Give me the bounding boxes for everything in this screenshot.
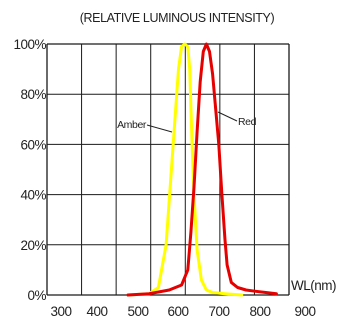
red-leader-line	[217, 111, 238, 122]
y-tick-label: 80%	[20, 87, 46, 102]
y-tick-label: 20%	[20, 238, 46, 253]
x-tick-label: 300	[50, 304, 71, 319]
x-tick-label: 900	[294, 304, 315, 319]
y-tick-label: 40%	[20, 188, 46, 203]
red-label: Red	[238, 116, 257, 128]
x-axis-label: WL(nm)	[291, 278, 336, 293]
y-tick-label: 60%	[20, 137, 46, 152]
chart-title: (RELATIVE LUMINOUS INTENSITY)	[80, 11, 275, 25]
series-red-line	[126, 42, 278, 297]
grid	[46, 43, 290, 296]
amber-label: Amber	[117, 119, 147, 131]
y-tick-label: 100%	[13, 37, 46, 52]
amber-leader-line	[146, 124, 173, 133]
series-lines	[126, 42, 278, 297]
tick-labels: 300 400 500 600 700 800 900 0% 20% 40% 60% 80% 100%	[13, 37, 316, 319]
x-tick-label: 700	[208, 304, 229, 319]
series-amber-line	[126, 42, 244, 297]
x-tick-label: 500	[127, 304, 148, 319]
x-tick-label: 800	[249, 304, 270, 319]
x-tick-label: 400	[86, 304, 107, 319]
series-labels: Amber Red	[117, 111, 257, 133]
y-tick-label: 0%	[27, 288, 46, 303]
x-tick-label: 600	[167, 304, 188, 319]
